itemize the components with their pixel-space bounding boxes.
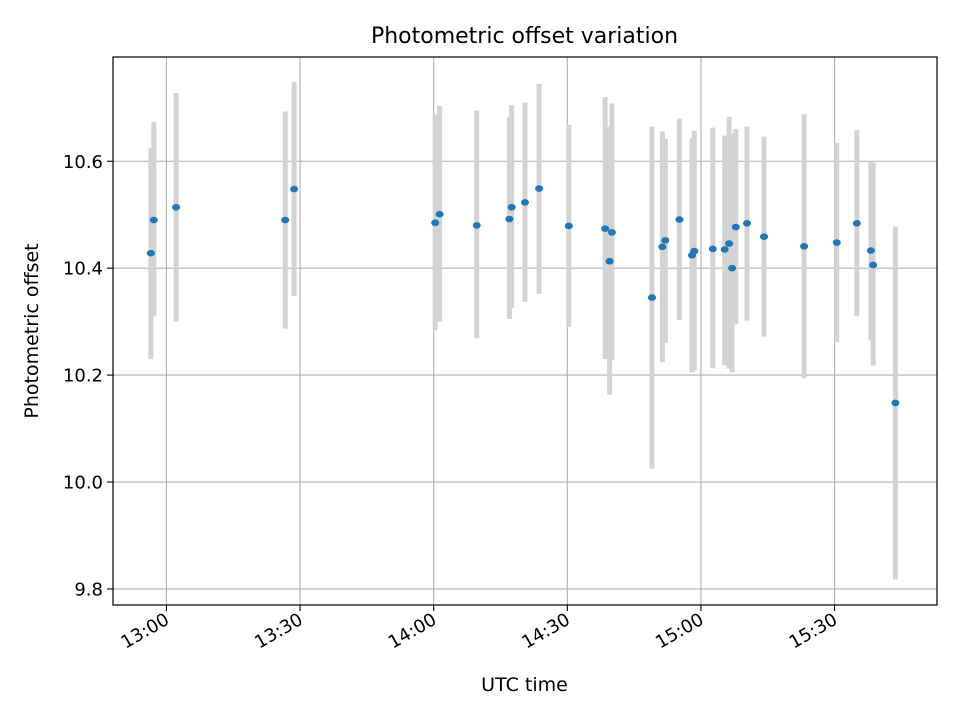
- data-point: [146, 249, 155, 257]
- data-point: [535, 185, 544, 192]
- y-axis-ticks: 9.8 10.0 10.2 10.4 10.6: [63, 152, 113, 600]
- data-point: [564, 222, 573, 230]
- data-point: [607, 229, 616, 236]
- data-point: [869, 261, 878, 269]
- data-point: [605, 257, 614, 265]
- data-point: [720, 246, 729, 253]
- y-tick-label: 10.2: [63, 366, 103, 387]
- data-point: [601, 225, 610, 232]
- y-axis-label: Photometric offset: [21, 243, 43, 418]
- data-point: [800, 242, 809, 250]
- data-point: [731, 223, 740, 231]
- data-point: [172, 203, 181, 211]
- data-point: [661, 237, 670, 244]
- data-point: [891, 399, 900, 407]
- plot-frame: [112, 56, 938, 606]
- data-point: [647, 294, 656, 301]
- data-point: [675, 216, 684, 223]
- data-point: [866, 247, 875, 254]
- data-point: [435, 210, 444, 218]
- x-axis-label: UTC time: [481, 674, 568, 696]
- y-tick-label: 10.4: [63, 259, 103, 280]
- data-point: [507, 203, 516, 211]
- data-point: [742, 219, 751, 227]
- data-points: [146, 185, 900, 407]
- data-point: [431, 219, 440, 227]
- data-point: [521, 199, 529, 206]
- data-point: [658, 243, 667, 251]
- data-point: [725, 240, 734, 247]
- y-tick-label: 9.8: [74, 579, 103, 600]
- data-point: [832, 239, 841, 246]
- data-point: [290, 185, 299, 193]
- y-tick-label: 10.0: [63, 473, 103, 494]
- data-point: [149, 216, 158, 224]
- data-point: [281, 216, 290, 224]
- y-tick-label: 10.6: [63, 152, 103, 173]
- data-point: [472, 222, 481, 229]
- data-point: [852, 219, 861, 227]
- data-point: [690, 247, 699, 255]
- data-point: [708, 245, 717, 253]
- data-point: [728, 264, 737, 272]
- chart-title: Photometric offset variation: [371, 24, 678, 49]
- data-point: [505, 215, 514, 223]
- data-point: [760, 233, 769, 240]
